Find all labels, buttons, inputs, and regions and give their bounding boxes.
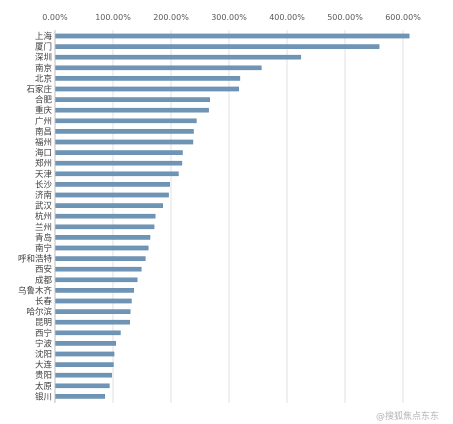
category-label: 沈阳 xyxy=(35,349,52,360)
bar xyxy=(55,319,130,325)
bar xyxy=(55,309,131,314)
bar xyxy=(55,44,380,49)
category-label: 大连 xyxy=(35,360,53,371)
category-label: 厦门 xyxy=(35,42,52,53)
bar xyxy=(55,76,241,81)
bar xyxy=(55,245,149,251)
bar xyxy=(55,224,155,230)
bar xyxy=(55,97,210,102)
bar xyxy=(55,394,105,399)
bar xyxy=(55,107,209,113)
category-label: 长春 xyxy=(35,296,53,307)
category-label: 太原 xyxy=(35,381,52,392)
bar xyxy=(55,277,138,283)
category-label: 福州 xyxy=(35,137,52,148)
category-label: 深圳 xyxy=(35,52,52,63)
bar xyxy=(55,139,194,145)
x-tick-label: 500.00% xyxy=(327,13,363,22)
bar xyxy=(55,383,110,389)
bar xyxy=(55,288,135,293)
x-tick-label: 100.00% xyxy=(95,13,131,22)
bar xyxy=(55,341,117,346)
category-label: 西安 xyxy=(35,264,52,275)
bars xyxy=(55,33,410,399)
bar xyxy=(55,118,197,124)
category-label: 天津 xyxy=(35,169,53,180)
bar xyxy=(55,160,183,166)
category-label: 昆明 xyxy=(35,318,52,328)
category-label: 南昌 xyxy=(35,126,52,137)
category-label: 重庆 xyxy=(35,105,53,116)
x-tick-label: 400.00% xyxy=(269,13,305,22)
category-label: 北京 xyxy=(35,73,52,84)
category-label: 呼和浩特 xyxy=(18,254,53,265)
x-tick-label: 300.00% xyxy=(211,13,247,22)
category-label: 上海 xyxy=(35,31,53,42)
category-label: 济南 xyxy=(35,190,52,201)
category-label: 成都 xyxy=(35,275,53,286)
bar xyxy=(55,266,142,272)
bar xyxy=(55,213,156,219)
x-tick-label: 0.00% xyxy=(42,13,68,22)
category-label: 长沙 xyxy=(35,179,53,190)
bar xyxy=(55,330,121,336)
category-label: 海口 xyxy=(35,148,52,159)
category-label: 广州 xyxy=(35,116,52,127)
bar xyxy=(55,171,179,177)
bar xyxy=(55,182,170,187)
y-axis-categories: 上海厦门深圳南京北京石家庄合肥重庆广州南昌福州海口郑州天津长沙济南武汉杭州兰州青… xyxy=(18,31,53,402)
x-tick-label: 600.00% xyxy=(385,13,421,22)
bar xyxy=(55,298,132,304)
bar xyxy=(55,362,114,367)
category-label: 武汉 xyxy=(35,201,53,212)
category-label: 西宁 xyxy=(35,328,52,339)
bar xyxy=(55,129,194,134)
category-label: 杭州 xyxy=(35,211,52,222)
bar xyxy=(55,351,115,357)
bar xyxy=(55,33,410,39)
x-axis-ticks: 0.00% 100.00% 200.00% 300.00% 400.00% 500.00%… xyxy=(42,13,421,22)
bar xyxy=(55,256,146,261)
category-label: 石家庄 xyxy=(26,84,52,95)
bar xyxy=(55,86,239,92)
category-label: 宁波 xyxy=(35,338,53,349)
category-label: 乌鲁木齐 xyxy=(18,285,53,296)
watermark: @搜狐焦点东东 xyxy=(375,412,439,422)
category-label: 南宁 xyxy=(35,243,52,254)
category-label: 哈尔滨 xyxy=(26,307,52,318)
category-label: 南京 xyxy=(35,63,52,74)
category-label: 青岛 xyxy=(35,232,52,243)
category-label: 贵阳 xyxy=(35,370,52,381)
bar xyxy=(55,54,302,60)
category-label: 兰州 xyxy=(35,222,52,233)
bar xyxy=(55,192,169,198)
category-label: 银川 xyxy=(35,391,52,402)
category-label: 郑州 xyxy=(35,158,52,169)
x-tick-label: 200.00% xyxy=(153,13,189,22)
bar xyxy=(55,150,183,155)
bar xyxy=(55,372,112,378)
bar xyxy=(55,65,262,71)
gridlines xyxy=(112,30,404,403)
category-label: 合肥 xyxy=(35,95,53,106)
bar xyxy=(55,235,151,240)
bar xyxy=(55,203,164,208)
